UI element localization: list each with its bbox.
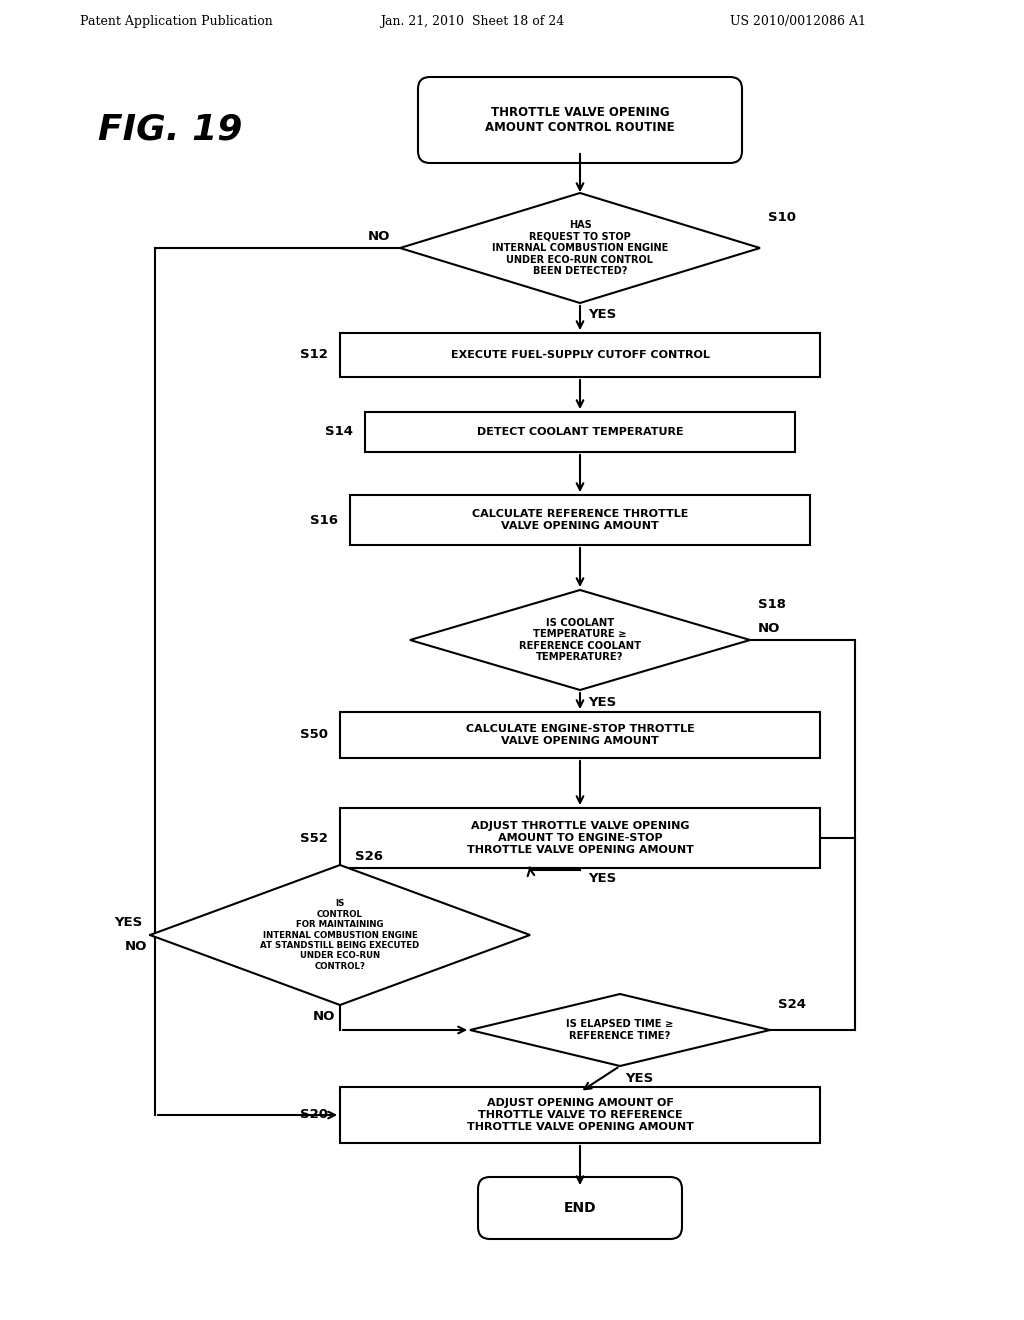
Text: S52: S52 (300, 832, 328, 845)
Text: S10: S10 (768, 211, 796, 224)
FancyBboxPatch shape (340, 1086, 820, 1143)
Text: S18: S18 (758, 598, 786, 611)
Polygon shape (410, 590, 750, 690)
Text: YES: YES (625, 1072, 653, 1085)
FancyBboxPatch shape (340, 711, 820, 758)
Text: NO: NO (368, 230, 390, 243)
Text: FIG. 19: FIG. 19 (98, 114, 243, 147)
Text: YES: YES (588, 871, 616, 884)
Text: NO: NO (758, 622, 780, 635)
Polygon shape (400, 193, 760, 304)
FancyBboxPatch shape (418, 77, 742, 162)
Text: YES: YES (588, 309, 616, 322)
Text: ADJUST THROTTLE VALVE OPENING
AMOUNT TO ENGINE-STOP
THROTTLE VALVE OPENING AMOUN: ADJUST THROTTLE VALVE OPENING AMOUNT TO … (467, 821, 693, 854)
Text: IS
CONTROL
FOR MAINTAINING
INTERNAL COMBUSTION ENGINE
AT STANDSTILL BEING EXECUT: IS CONTROL FOR MAINTAINING INTERNAL COMB… (260, 899, 420, 970)
Text: EXECUTE FUEL-SUPPLY CUTOFF CONTROL: EXECUTE FUEL-SUPPLY CUTOFF CONTROL (451, 350, 710, 360)
Text: S12: S12 (300, 348, 328, 362)
Text: YES: YES (114, 916, 142, 929)
Text: Patent Application Publication: Patent Application Publication (80, 15, 272, 28)
Text: THROTTLE VALVE OPENING
AMOUNT CONTROL ROUTINE: THROTTLE VALVE OPENING AMOUNT CONTROL RO… (485, 106, 675, 135)
Text: ADJUST OPENING AMOUNT OF
THROTTLE VALVE TO REFERENCE
THROTTLE VALVE OPENING AMOU: ADJUST OPENING AMOUNT OF THROTTLE VALVE … (467, 1098, 693, 1131)
Polygon shape (470, 994, 770, 1067)
Text: S14: S14 (325, 425, 353, 438)
Text: YES: YES (588, 696, 616, 709)
Text: HAS
REQUEST TO STOP
INTERNAL COMBUSTION ENGINE
UNDER ECO-RUN CONTROL
BEEN DETECT: HAS REQUEST TO STOP INTERNAL COMBUSTION … (492, 220, 668, 276)
Text: NO: NO (125, 940, 147, 953)
Text: S50: S50 (300, 729, 328, 742)
FancyBboxPatch shape (365, 412, 795, 451)
Text: END: END (563, 1201, 596, 1214)
Polygon shape (150, 865, 530, 1005)
Text: S26: S26 (355, 850, 383, 863)
Text: S16: S16 (310, 513, 338, 527)
Text: DETECT COOLANT TEMPERATURE: DETECT COOLANT TEMPERATURE (477, 426, 683, 437)
Text: NO: NO (312, 1011, 335, 1023)
FancyBboxPatch shape (478, 1177, 682, 1239)
Text: Jan. 21, 2010  Sheet 18 of 24: Jan. 21, 2010 Sheet 18 of 24 (380, 15, 564, 28)
FancyBboxPatch shape (340, 333, 820, 378)
Text: S20: S20 (300, 1109, 328, 1122)
FancyBboxPatch shape (340, 808, 820, 869)
Text: CALCULATE ENGINE-STOP THROTTLE
VALVE OPENING AMOUNT: CALCULATE ENGINE-STOP THROTTLE VALVE OPE… (466, 725, 694, 746)
FancyBboxPatch shape (350, 495, 810, 545)
Text: S24: S24 (778, 998, 806, 1011)
Text: IS ELAPSED TIME ≥
REFERENCE TIME?: IS ELAPSED TIME ≥ REFERENCE TIME? (566, 1019, 674, 1040)
Text: US 2010/0012086 A1: US 2010/0012086 A1 (730, 15, 866, 28)
Text: CALCULATE REFERENCE THROTTLE
VALVE OPENING AMOUNT: CALCULATE REFERENCE THROTTLE VALVE OPENI… (472, 510, 688, 531)
Text: IS COOLANT
TEMPERATURE ≥
REFERENCE COOLANT
TEMPERATURE?: IS COOLANT TEMPERATURE ≥ REFERENCE COOLA… (519, 618, 641, 663)
